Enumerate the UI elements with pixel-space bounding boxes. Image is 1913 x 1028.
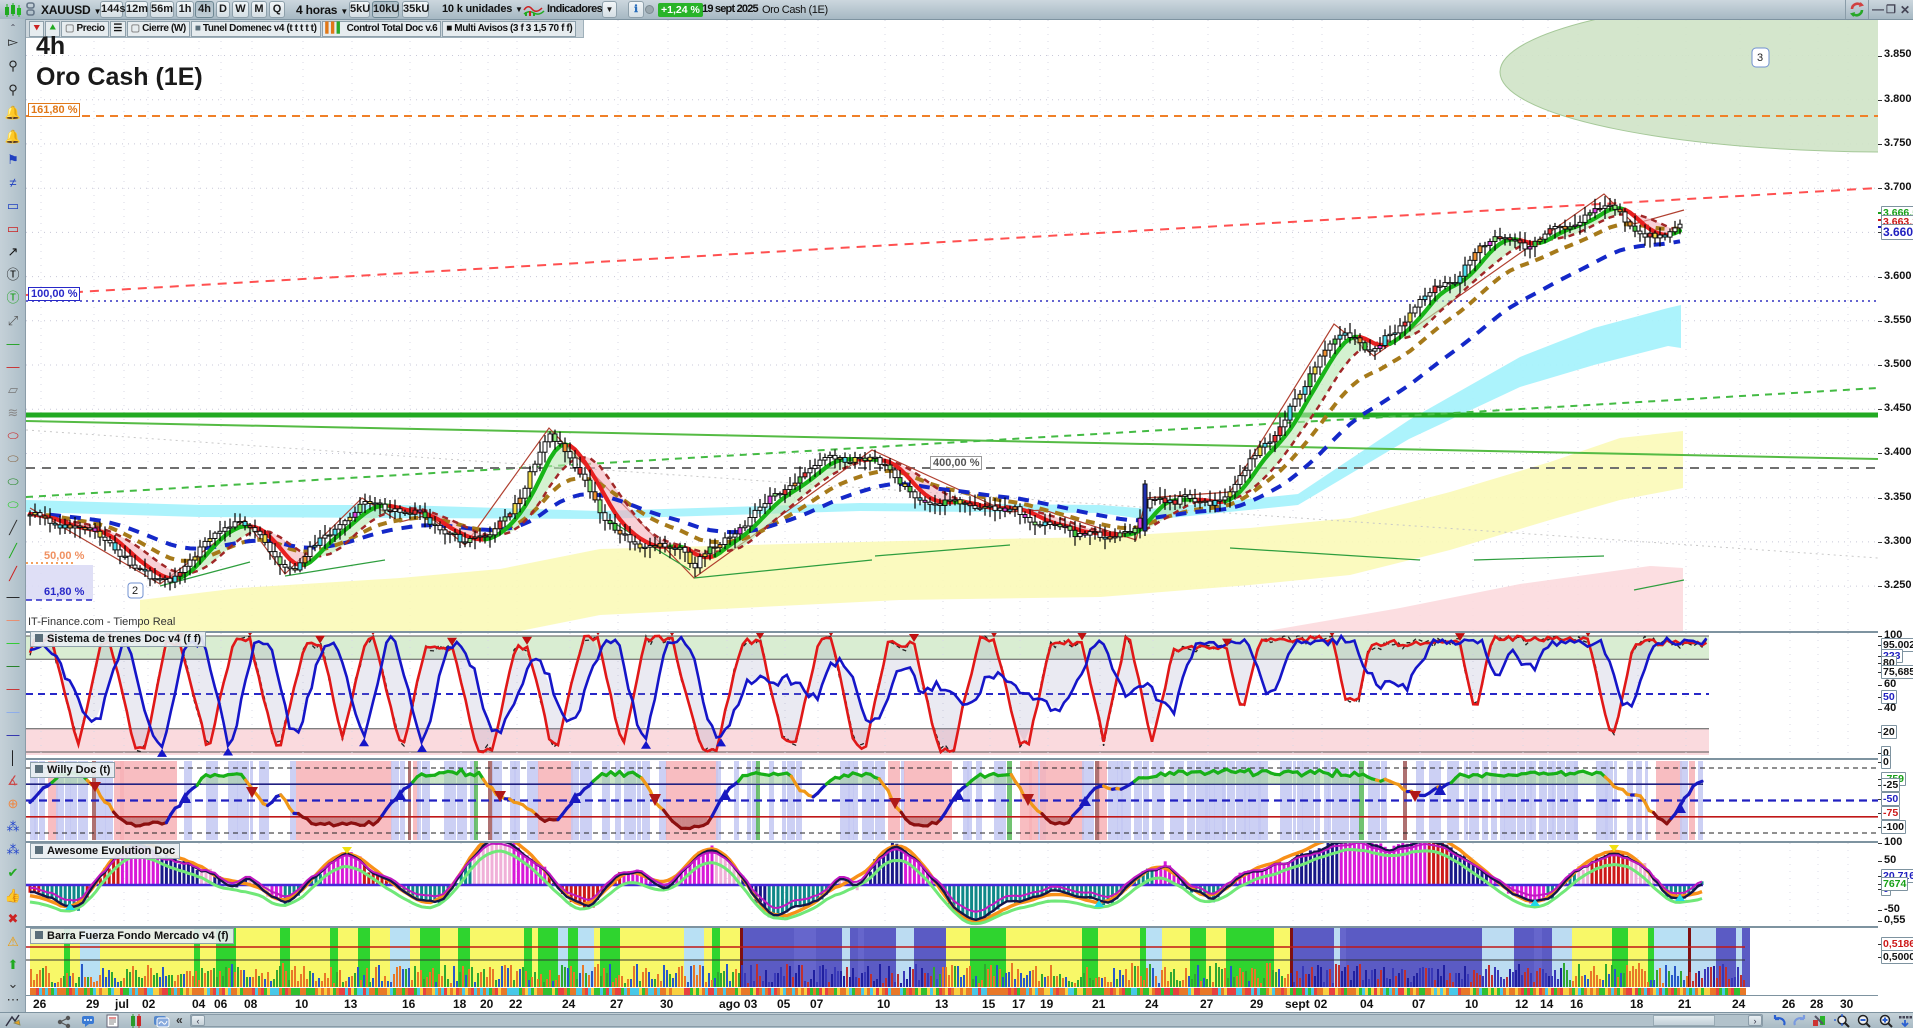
svg-text:3: 3 <box>1757 52 1763 64</box>
svg-text:2: 2 <box>132 585 138 597</box>
